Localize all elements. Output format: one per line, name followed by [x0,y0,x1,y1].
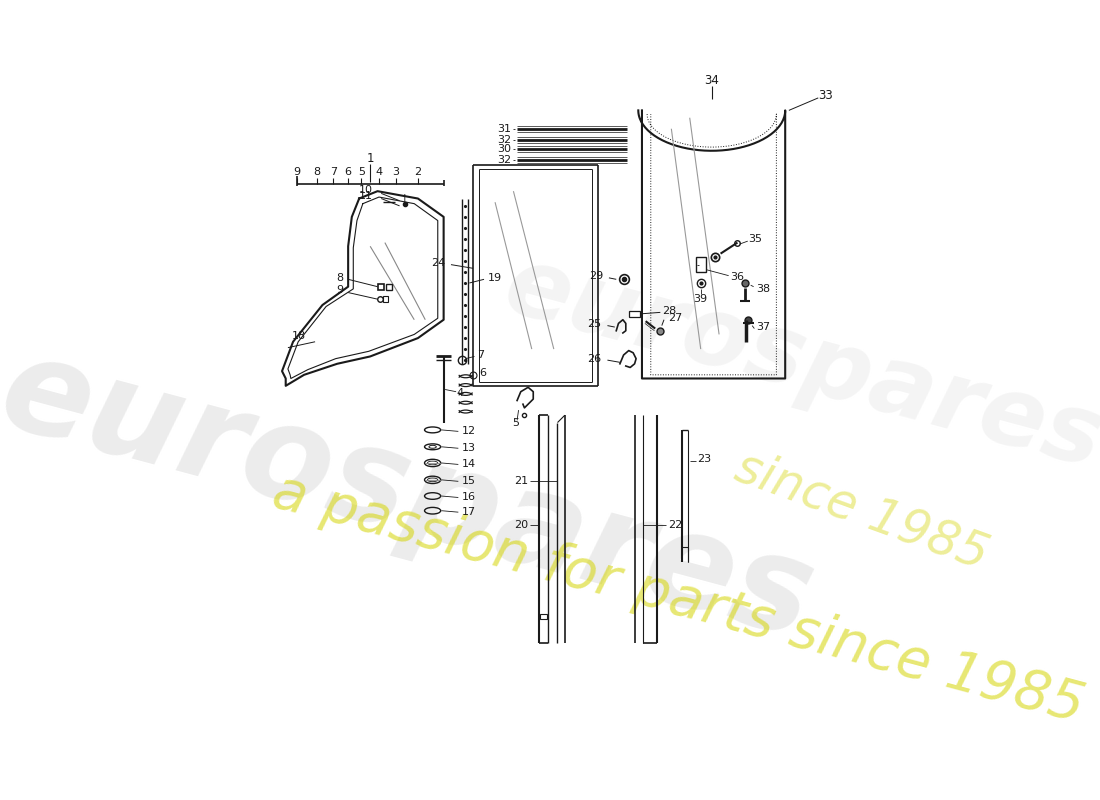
Text: 7: 7 [330,167,337,177]
Text: 27: 27 [668,313,682,322]
Text: 9: 9 [294,167,300,177]
Bar [384,296,388,302]
Bar [695,258,706,272]
Text: 2: 2 [415,167,421,177]
Text: 38: 38 [756,284,770,294]
Text: 5: 5 [358,167,365,177]
Text: 26: 26 [587,354,602,364]
Text: 34: 34 [704,74,719,87]
Text: 31: 31 [497,124,512,134]
Text: a passion for parts since 1985: a passion for parts since 1985 [267,465,1090,733]
Text: 20: 20 [514,520,528,530]
Text: 24: 24 [431,258,446,268]
Text: 8: 8 [336,273,343,283]
Text: 3: 3 [393,167,399,177]
Text: 36: 36 [730,272,744,282]
Text: eurospares: eurospares [0,326,826,666]
Text: 11: 11 [359,191,373,202]
Text: 32: 32 [497,134,512,145]
Text: 14: 14 [462,459,476,470]
Text: 32: 32 [497,154,512,165]
Text: 15: 15 [462,476,476,486]
Bar [540,614,547,619]
Text: 1: 1 [366,152,374,165]
Text: 30: 30 [497,144,512,154]
Text: since 1985: since 1985 [729,442,996,578]
Text: 23: 23 [697,454,712,464]
Text: 25: 25 [587,319,602,329]
Text: 21: 21 [514,476,528,486]
Bar [629,311,640,317]
Text: 9: 9 [336,286,343,295]
Text: 19: 19 [487,273,502,283]
Text: 33: 33 [818,89,833,102]
Text: 4: 4 [375,167,383,177]
Text: 28: 28 [662,306,676,316]
Text: 7: 7 [476,350,484,360]
Text: 16: 16 [462,493,476,502]
Text: 22: 22 [668,520,682,530]
Text: 39: 39 [694,294,707,304]
Text: 6: 6 [344,167,352,177]
Text: 8: 8 [314,167,320,177]
Text: |: | [403,194,407,204]
Text: 29: 29 [588,271,603,282]
Text: 17: 17 [462,507,476,517]
Text: 6: 6 [478,368,486,378]
Text: 37: 37 [756,322,770,332]
Text: eurospares: eurospares [494,239,1100,488]
Text: 4: 4 [456,388,464,398]
Text: 10: 10 [359,185,373,194]
Text: 5: 5 [513,418,519,427]
Text: 18: 18 [293,331,306,341]
Text: 13: 13 [462,443,476,454]
Text: 35: 35 [748,234,762,244]
Text: 12: 12 [462,426,476,436]
